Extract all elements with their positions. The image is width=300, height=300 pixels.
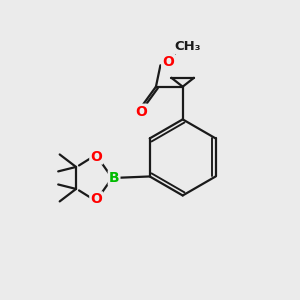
- Text: O: O: [90, 192, 102, 206]
- Text: O: O: [135, 105, 147, 119]
- Text: O: O: [90, 149, 102, 164]
- Text: O: O: [162, 55, 174, 69]
- Text: CH₃: CH₃: [174, 40, 200, 53]
- Text: B: B: [109, 171, 119, 185]
